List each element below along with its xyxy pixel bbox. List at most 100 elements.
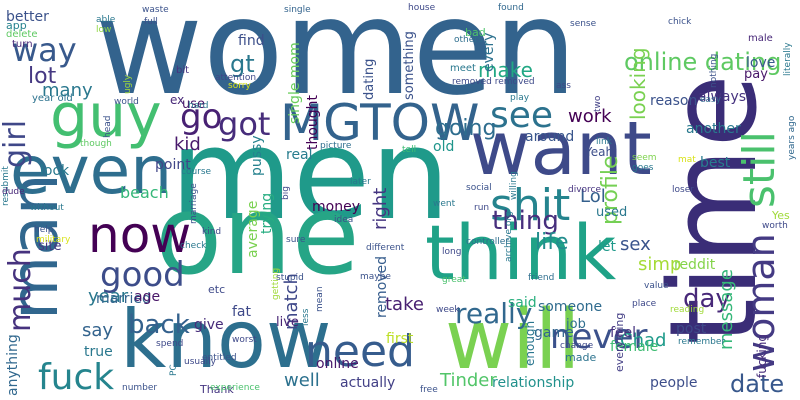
word: people bbox=[650, 375, 698, 391]
word: course bbox=[181, 167, 212, 177]
word: good bbox=[100, 255, 185, 295]
word: stupid bbox=[276, 273, 304, 283]
word: another bbox=[686, 121, 741, 137]
word: etc bbox=[208, 283, 226, 296]
word: reddit bbox=[674, 257, 716, 273]
word: really bbox=[455, 297, 533, 330]
word: experience bbox=[210, 383, 260, 393]
word: waste bbox=[142, 5, 169, 15]
word: lot bbox=[28, 64, 57, 89]
word: everything bbox=[613, 312, 626, 372]
word: literally bbox=[783, 42, 793, 76]
word: number bbox=[122, 383, 158, 393]
word: go bbox=[180, 97, 223, 137]
word: better bbox=[6, 9, 49, 25]
word: male bbox=[748, 33, 773, 44]
word: actually bbox=[340, 375, 396, 391]
word: attention bbox=[215, 73, 257, 83]
word: date bbox=[730, 370, 785, 398]
word: week bbox=[436, 305, 460, 315]
word: age bbox=[134, 289, 161, 305]
word: find bbox=[238, 33, 265, 49]
word: without bbox=[30, 203, 64, 213]
word: ugly bbox=[123, 74, 133, 94]
word: place bbox=[632, 299, 657, 309]
word: true bbox=[84, 344, 113, 360]
word: reading bbox=[670, 305, 705, 315]
word: made bbox=[565, 351, 597, 364]
word: sure bbox=[286, 235, 306, 245]
word: simp bbox=[638, 254, 682, 275]
word: Thank bbox=[200, 383, 234, 396]
word: will bbox=[445, 293, 581, 388]
word: bad bbox=[465, 26, 486, 39]
word: mat bbox=[678, 155, 696, 165]
word: old bbox=[433, 139, 455, 155]
word: worth bbox=[762, 221, 788, 231]
word: help bbox=[34, 225, 54, 235]
word: reason bbox=[650, 93, 698, 109]
word: single bbox=[284, 5, 311, 15]
word: Yeah bbox=[585, 145, 614, 159]
word: delete bbox=[6, 29, 38, 40]
word: pay bbox=[744, 67, 768, 82]
word: women bbox=[95, 0, 578, 125]
word: easy bbox=[700, 95, 722, 105]
word: still bbox=[734, 131, 785, 208]
word: long bbox=[442, 247, 462, 257]
word: friend bbox=[528, 273, 555, 283]
word: give bbox=[194, 317, 224, 333]
word: app bbox=[6, 19, 27, 32]
word: low bbox=[96, 25, 112, 35]
word: getting bbox=[271, 267, 281, 300]
word: always bbox=[698, 89, 747, 105]
word: money bbox=[312, 199, 360, 215]
word: relationship bbox=[492, 375, 575, 391]
word: site bbox=[38, 239, 62, 254]
word: though bbox=[80, 139, 112, 149]
word: MGTOW bbox=[280, 94, 480, 152]
word: trying bbox=[259, 192, 275, 234]
word: controller bbox=[466, 237, 509, 247]
word: best bbox=[700, 155, 731, 171]
word: thing bbox=[492, 206, 559, 236]
word: men bbox=[170, 101, 451, 248]
word: worst bbox=[232, 335, 257, 345]
word: year old bbox=[32, 93, 73, 104]
word: use bbox=[182, 97, 206, 112]
word: turn bbox=[12, 39, 33, 50]
word: pussy bbox=[249, 135, 265, 176]
word: head bbox=[103, 115, 113, 138]
word: shit bbox=[490, 180, 571, 231]
word: Tinder bbox=[440, 370, 497, 391]
word: sorry bbox=[228, 81, 251, 91]
word: make bbox=[478, 58, 533, 82]
word: live bbox=[276, 315, 299, 330]
word: need bbox=[305, 326, 415, 377]
word: military bbox=[36, 235, 71, 245]
word: say bbox=[82, 320, 114, 341]
word: value bbox=[644, 281, 669, 291]
word: play bbox=[510, 93, 530, 103]
word: see bbox=[490, 95, 554, 136]
word: picture bbox=[320, 141, 352, 151]
word: dating bbox=[362, 58, 377, 100]
word: world bbox=[114, 97, 139, 107]
word: online bbox=[316, 356, 359, 372]
word: anything bbox=[5, 334, 21, 396]
word: later bbox=[350, 177, 371, 187]
word: fat bbox=[232, 304, 251, 320]
word: take bbox=[385, 294, 424, 315]
word: social bbox=[466, 183, 492, 193]
word: sense bbox=[570, 19, 597, 29]
word: went bbox=[433, 199, 456, 209]
word: meet bbox=[450, 63, 476, 74]
word: sex bbox=[620, 234, 651, 255]
word: feel bbox=[610, 325, 637, 341]
word: right bbox=[370, 187, 391, 230]
word: back bbox=[128, 310, 190, 340]
word: nothing bbox=[709, 53, 719, 88]
word: first bbox=[386, 331, 414, 347]
word: thought bbox=[305, 94, 321, 150]
